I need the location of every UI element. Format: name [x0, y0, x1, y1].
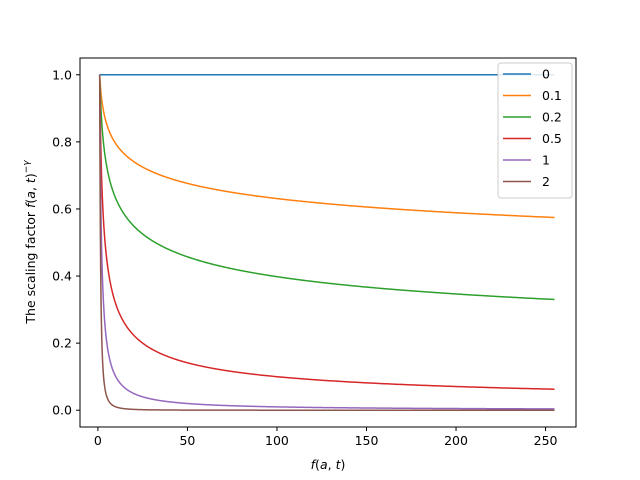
y-tick-label: 1.0	[52, 67, 72, 82]
legend-label: 1	[542, 153, 550, 168]
legend-frame	[497, 62, 573, 199]
series-line-0-5	[98, 74, 555, 390]
axes-frame	[79, 57, 577, 428]
x-tick-label: 200	[444, 433, 468, 448]
series-line-0-2	[98, 74, 555, 301]
x-tick-label: 50	[179, 433, 195, 448]
y-tick-label: 0.2	[52, 336, 72, 351]
legend-label: 0.1	[542, 88, 562, 103]
series-line-1	[98, 74, 555, 410]
ticks: 0 50 100 150 200 250 0.0 0.2 0.4 0.6 0.8 1.0	[52, 67, 557, 448]
x-tick-label: 250	[534, 433, 558, 448]
x-tick-label: 100	[265, 433, 289, 448]
legend-label: 0.2	[542, 110, 562, 125]
legend: 0 0.1 0.2 0.5 1 2	[497, 62, 573, 199]
legend-label: 2	[542, 174, 550, 189]
y-tick-label: 0.6	[52, 201, 72, 216]
y-tick-label: 0.8	[52, 134, 72, 149]
x-tick-label: 0	[94, 433, 102, 448]
legend-label: 0.5	[542, 131, 562, 146]
plot-area	[98, 74, 555, 411]
legend-label: 0	[542, 67, 550, 82]
series-line-2	[98, 74, 555, 411]
y-tick-label: 0.0	[52, 403, 72, 418]
series-line-0-1	[98, 74, 555, 219]
y-tick-label: 0.4	[52, 269, 72, 284]
x-tick-label: 150	[355, 433, 379, 448]
x-axis-label: f(a, t)	[311, 457, 346, 472]
y-axis-label: The scaling factor f(a, t)−γ	[22, 160, 38, 325]
